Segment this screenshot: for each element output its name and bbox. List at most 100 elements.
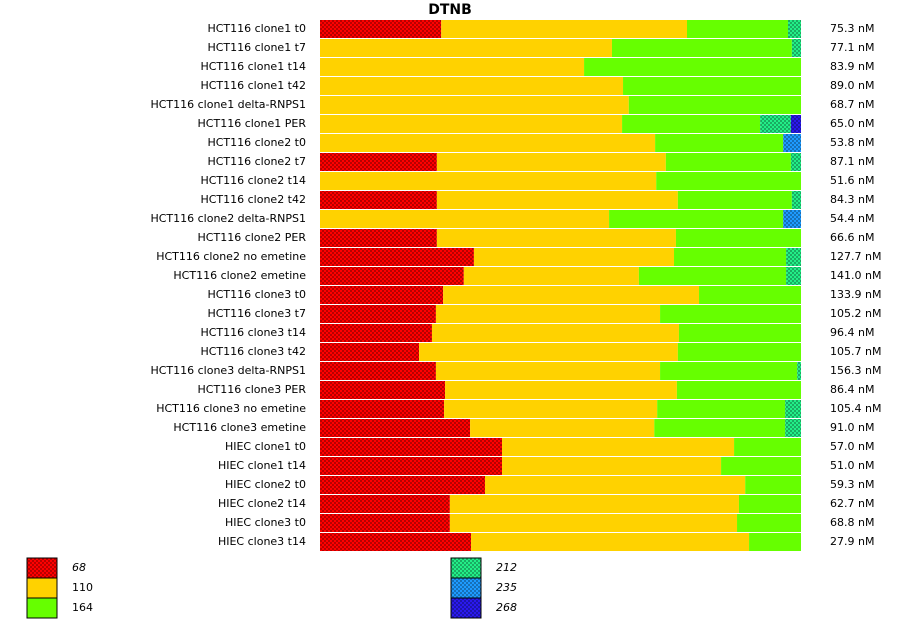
bar-segment — [320, 495, 450, 513]
bar-segment — [444, 400, 658, 418]
bar-segment — [628, 96, 801, 114]
row-label: HCT116 clone2 no emetine — [156, 250, 306, 263]
bar-segment — [463, 267, 639, 285]
bar-segment — [320, 286, 444, 304]
row-total: 68.7 nM — [830, 98, 874, 111]
bar-segment — [320, 20, 442, 38]
bar-segment — [484, 476, 746, 494]
bar-segment — [320, 191, 437, 209]
row-label: HCT116 clone1 delta-RNPS1 — [150, 98, 306, 111]
bar-segment — [791, 191, 801, 209]
row-total: 59.3 nM — [830, 478, 874, 491]
row-total: 75.3 nM — [830, 22, 874, 35]
bar-segment — [436, 229, 676, 247]
bar-segment — [435, 362, 661, 380]
legend-label: 268 — [496, 601, 517, 614]
bar-segment — [675, 229, 801, 247]
row-total: 83.9 nM — [830, 60, 874, 73]
row-total: 141.0 nM — [830, 269, 881, 282]
row-label: HIEC clone2 t14 — [218, 497, 306, 510]
bar-segment — [788, 20, 801, 38]
bar-segment — [790, 115, 801, 133]
row-total: 62.7 nM — [830, 497, 874, 510]
bar-segment — [502, 438, 735, 456]
legend-swatch — [450, 577, 482, 599]
bar-segment — [622, 115, 761, 133]
legend-label: 110 — [72, 581, 93, 594]
row-label: HCT116 clone3 no emetine — [156, 402, 306, 415]
legend-label: 68 — [72, 561, 86, 574]
row-total: 65.0 nM — [830, 117, 874, 130]
row-label: HCT116 clone2 t7 — [207, 155, 306, 168]
bar-segment — [449, 495, 739, 513]
bar-segment — [502, 457, 722, 475]
bar-segment — [791, 39, 801, 57]
bar-segment — [470, 419, 655, 437]
bar-segment — [638, 267, 787, 285]
row-total: 127.7 nM — [830, 250, 881, 263]
bar-segment — [790, 153, 801, 171]
bar-segment — [320, 400, 445, 418]
row-label: HIEC clone3 t14 — [218, 535, 306, 548]
bar-segment — [660, 362, 798, 380]
row-total: 105.2 nM — [830, 307, 881, 320]
row-label: HCT116 clone1 t14 — [200, 60, 306, 73]
bar-segment — [320, 419, 471, 437]
row-label: HIEC clone3 t0 — [225, 516, 306, 529]
row-label: HCT116 clone3 t42 — [200, 345, 306, 358]
bar-segment — [584, 58, 801, 76]
bar-segment — [320, 438, 502, 456]
row-total: 87.1 nM — [830, 155, 874, 168]
row-total: 96.4 nM — [830, 326, 874, 339]
bar-segment — [320, 172, 657, 190]
bar-segment — [320, 210, 610, 228]
bar-segment — [623, 77, 801, 95]
row-label: HCT116 clone2 PER — [198, 231, 307, 244]
row-total: 86.4 nM — [830, 383, 874, 396]
bar-segment — [320, 533, 472, 551]
bar-segment — [320, 362, 436, 380]
bar-segment — [721, 457, 801, 475]
bar-segment — [611, 39, 792, 57]
bar-segment — [665, 153, 791, 171]
bar-segment — [435, 305, 661, 323]
bar-segment — [786, 267, 801, 285]
bar-segment — [745, 476, 801, 494]
row-total: 27.9 nM — [830, 535, 874, 548]
bar-segment — [654, 419, 786, 437]
bar-segment — [320, 305, 436, 323]
bar-segment — [749, 533, 801, 551]
legend-label: 164 — [72, 601, 93, 614]
row-total: 53.8 nM — [830, 136, 874, 149]
bar-segment — [783, 134, 801, 152]
row-total: 105.4 nM — [830, 402, 881, 415]
bar-segment — [436, 153, 666, 171]
row-total: 156.3 nM — [830, 364, 881, 377]
bar-segment — [320, 115, 623, 133]
bar-segment — [660, 305, 801, 323]
bar-segment — [320, 381, 446, 399]
bar-segment — [320, 153, 437, 171]
row-total: 89.0 nM — [830, 79, 874, 92]
bar-segment — [449, 514, 738, 532]
legend-swatch — [26, 577, 58, 599]
bar-segment — [436, 191, 678, 209]
bar-segment — [419, 343, 678, 361]
bar-segment — [738, 495, 801, 513]
bar-segment — [320, 476, 485, 494]
bar-segment — [786, 248, 801, 266]
bar-segment — [441, 20, 688, 38]
legend-label: 212 — [496, 561, 517, 574]
bar-segment — [687, 20, 789, 38]
row-label: HCT116 clone2 t42 — [200, 193, 306, 206]
bar-segment — [655, 134, 784, 152]
row-label: HCT116 clone1 t42 — [200, 79, 306, 92]
bar-segment — [320, 134, 656, 152]
row-label: HCT116 clone3 emetine — [173, 421, 306, 434]
bar-segment — [656, 172, 801, 190]
row-label: HCT116 clone1 t0 — [207, 22, 306, 35]
row-label: HCT116 clone3 t14 — [200, 326, 306, 339]
row-total: 54.4 nM — [830, 212, 874, 225]
bar-segment — [734, 438, 801, 456]
row-total: 91.0 nM — [830, 421, 874, 434]
